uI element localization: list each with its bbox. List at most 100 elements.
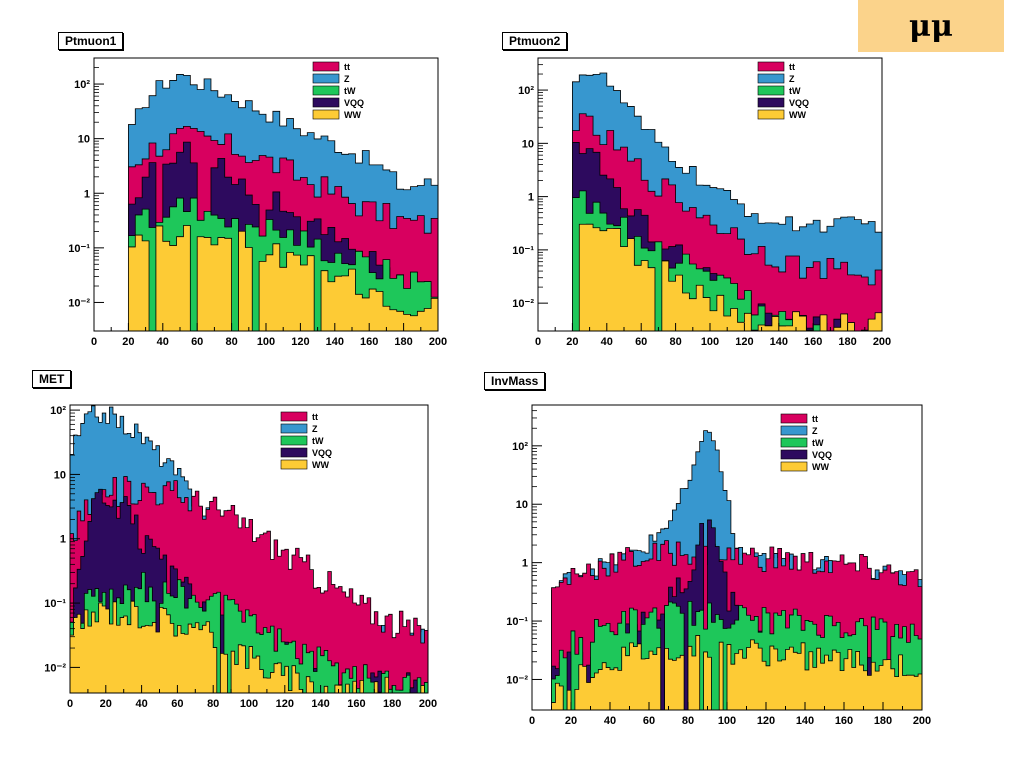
met-y-tick-label: 1 <box>60 534 66 546</box>
ptmuon1-legend-label-tw: tW <box>344 86 356 96</box>
ptmuon1-legend-swatch-ww <box>312 109 340 120</box>
ptmuon2-legend-swatch-vqq <box>757 97 785 108</box>
ptmuon1-x-tick-label: 80 <box>225 336 237 348</box>
ptmuon1-series-ww <box>94 225 439 332</box>
ptmuon2-legend-label-tt: tt <box>789 62 795 72</box>
ptmuon1-x-tick-label: 140 <box>326 336 344 348</box>
met-legend-label-tt: tt <box>312 412 318 422</box>
ptmuon1-legend-swatch-z <box>312 73 340 84</box>
ptmuon1-legend-swatch-tw <box>312 85 340 96</box>
ptmuon1-y-tick-label: 1 <box>84 188 90 200</box>
ptmuon2-legend-label-z: Z <box>789 74 795 84</box>
ptmuon1-y-tick-label: 10⁻² <box>68 297 90 309</box>
met-legend-label-ww: WW <box>312 460 329 470</box>
ptmuon2-plot: 0 20 40 60 80 100 120 140 160 180 200 10⁻² 10⁻¹ 1 10 10… <box>512 57 891 348</box>
met-y-tick-label: 10² <box>50 405 66 417</box>
ptmuon1-bars-ww <box>94 225 439 332</box>
invmass-legend-swatch-ww <box>780 461 808 472</box>
ptmuon2-x-tick-label: 140 <box>770 336 788 348</box>
invmass-x-tick-label: 40 <box>604 715 616 727</box>
invmass-legend-label-tw: tW <box>812 438 824 448</box>
ptmuon2-x-tick-label: 200 <box>873 336 891 348</box>
invmass-bars-ww <box>532 635 923 711</box>
ptmuon2-legend-swatch-z <box>757 73 785 84</box>
ptmuon2-x-tick-label: 20 <box>566 336 578 348</box>
met-x-tick-label: 80 <box>207 698 219 710</box>
ptmuon1-x-tick-label: 200 <box>429 336 447 348</box>
ptmuon1-y-tick-label: 10⁻¹ <box>68 243 90 255</box>
met-y-tick-label: 10⁻² <box>44 662 66 674</box>
ptmuon1-x-tick-label: 120 <box>291 336 309 348</box>
met-y-tick-label: 10⁻¹ <box>44 598 66 610</box>
ptmuon1-legend-label-tt: tt <box>344 62 350 72</box>
met-legend-swatch-vqq <box>280 447 308 458</box>
invmass-legend-label-vqq: VQQ <box>812 450 832 460</box>
ptmuon1-y-tick-label: 10 <box>78 134 90 146</box>
ptmuon2-y-tick-label: 10⁻¹ <box>512 245 534 257</box>
met-title: MET <box>32 370 72 388</box>
ptmuon1-histogram: Ptmuon1 0 20 40 60 80 100 120 140 160 180 200 10⁻² 1… <box>0 0 512 360</box>
met-x-tick-label: 120 <box>276 698 294 710</box>
met-legend-swatch-ww <box>280 459 308 470</box>
met-legend-swatch-tw <box>280 435 308 446</box>
invmass-y-tick-label: 10² <box>512 441 528 453</box>
ptmuon2-y-tick-label: 10² <box>518 85 534 97</box>
channel-badge: μμ <box>858 0 1004 52</box>
met-x-tick-label: 20 <box>100 698 112 710</box>
met-x-tick-label: 60 <box>171 698 183 710</box>
ptmuon2-x-tick-label: 60 <box>635 336 647 348</box>
ptmuon1-legend-label-ww: WW <box>344 110 361 120</box>
ptmuon2-y-tick-label: 10 <box>522 138 534 150</box>
invmass-x-tick-label: 60 <box>643 715 655 727</box>
ptmuon1-legend-swatch-tt <box>312 61 340 72</box>
ptmuon1-x-tick-label: 100 <box>257 336 275 348</box>
ptmuon1-y-tick-label: 10² <box>74 79 90 91</box>
ptmuon2-legend-swatch-tt <box>757 61 785 72</box>
met-x-tick-label: 200 <box>419 698 437 710</box>
invmass-x-tick-label: 80 <box>682 715 694 727</box>
invmass-legend-swatch-tt <box>780 413 808 424</box>
ptmuon2-x-tick-label: 40 <box>601 336 613 348</box>
ptmuon2-x-tick-label: 0 <box>535 336 541 348</box>
invmass-title: InvMass <box>484 372 546 390</box>
invmass-y-tick-label: 10⁻² <box>506 674 528 686</box>
ptmuon1-legend-label-vqq: VQQ <box>344 98 364 108</box>
invmass-legend-swatch-z <box>780 425 808 436</box>
met-histogram: MET 0 20 40 60 80 100 120 140 160 180 200 10⁻² 10⁻¹ 1… <box>32 370 437 710</box>
invmass-legend-label-tt: tt <box>812 414 818 424</box>
met-legend-label-vqq: VQQ <box>312 448 332 458</box>
ptmuon2-x-tick-label: 120 <box>735 336 753 348</box>
invmass-x-tick-label: 100 <box>718 715 736 727</box>
met-plot: 0 20 40 60 80 100 120 140 160 180 200 10⁻² 10⁻¹ 1 10 10… <box>44 404 437 710</box>
ptmuon2-x-tick-label: 180 <box>838 336 856 348</box>
ptmuon2-histogram: Ptmuon2 0 20 40 60 80 100 120 140 160 180 200 10⁻² 1… <box>0 0 1024 360</box>
ptmuon2-legend-label-vqq: VQQ <box>789 98 809 108</box>
met-x-tick-label: 0 <box>67 698 73 710</box>
ptmuon1-x-tick-label: 40 <box>157 336 169 348</box>
invmass-legend-label-z: Z <box>812 426 818 436</box>
ptmuon2-legend-swatch-ww <box>757 109 785 120</box>
invmass-x-tick-label: 120 <box>757 715 775 727</box>
invmass-x-tick-label: 0 <box>529 715 535 727</box>
ptmuon2-legend-swatch-tw <box>757 85 785 96</box>
invmass-y-tick-label: 10⁻¹ <box>506 616 528 628</box>
met-legend-label-tw: tW <box>312 436 324 446</box>
ptmuon2-x-tick-label: 80 <box>669 336 681 348</box>
ptmuon1-x-tick-label: 60 <box>191 336 203 348</box>
met-legend-swatch-z <box>280 423 308 434</box>
ptmuon2-x-tick-label: 100 <box>701 336 719 348</box>
ptmuon2-y-tick-label: 1 <box>528 192 534 204</box>
ptmuon2-x-tick-label: 160 <box>804 336 822 348</box>
ptmuon1-x-tick-label: 180 <box>394 336 412 348</box>
ptmuon1-x-tick-label: 160 <box>360 336 378 348</box>
met-y-tick-label: 10 <box>54 469 66 481</box>
ptmuon1-title: Ptmuon1 <box>58 32 124 50</box>
invmass-legend-label-ww: WW <box>812 462 829 472</box>
invmass-legend-swatch-vqq <box>780 449 808 460</box>
invmass-x-tick-label: 200 <box>913 715 931 727</box>
met-x-tick-label: 100 <box>240 698 258 710</box>
ptmuon1-legend-swatch-vqq <box>312 97 340 108</box>
invmass-legend-swatch-tw <box>780 437 808 448</box>
